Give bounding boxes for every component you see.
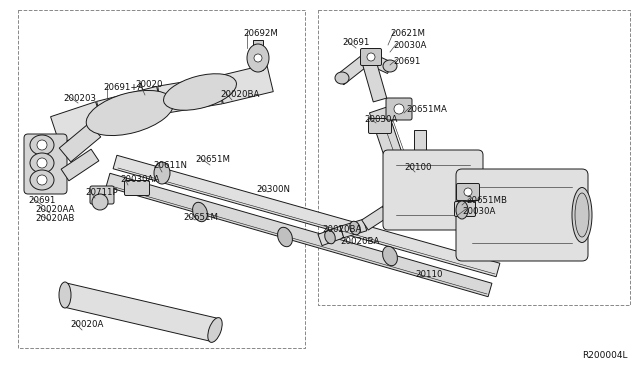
Text: 20030A: 20030A bbox=[462, 207, 495, 216]
Polygon shape bbox=[361, 56, 387, 102]
Text: 20020A: 20020A bbox=[70, 320, 104, 329]
Polygon shape bbox=[365, 52, 392, 73]
Polygon shape bbox=[383, 182, 405, 212]
Ellipse shape bbox=[383, 246, 397, 266]
Text: 20020BA: 20020BA bbox=[220, 90, 259, 99]
Polygon shape bbox=[106, 173, 492, 297]
Text: 20691: 20691 bbox=[393, 57, 420, 66]
Polygon shape bbox=[157, 76, 222, 114]
Polygon shape bbox=[336, 53, 372, 85]
FancyBboxPatch shape bbox=[90, 186, 114, 204]
FancyBboxPatch shape bbox=[125, 180, 150, 196]
Polygon shape bbox=[369, 107, 408, 178]
Ellipse shape bbox=[59, 282, 71, 308]
Ellipse shape bbox=[30, 153, 54, 173]
Text: R200004L: R200004L bbox=[582, 351, 628, 360]
Text: 20621M: 20621M bbox=[390, 29, 425, 38]
Polygon shape bbox=[217, 64, 273, 104]
Polygon shape bbox=[340, 219, 367, 238]
Text: 20030A: 20030A bbox=[364, 115, 397, 124]
Circle shape bbox=[37, 175, 47, 185]
Polygon shape bbox=[113, 155, 500, 277]
Text: 20300N: 20300N bbox=[256, 185, 290, 194]
Text: 20020AB: 20020AB bbox=[35, 214, 74, 223]
Polygon shape bbox=[60, 123, 100, 162]
Text: 200203: 200203 bbox=[63, 94, 96, 103]
FancyBboxPatch shape bbox=[454, 202, 476, 217]
FancyBboxPatch shape bbox=[360, 48, 381, 65]
Ellipse shape bbox=[335, 72, 349, 84]
Ellipse shape bbox=[572, 187, 592, 243]
Polygon shape bbox=[464, 191, 484, 212]
Circle shape bbox=[37, 158, 47, 168]
Polygon shape bbox=[414, 130, 426, 155]
FancyBboxPatch shape bbox=[24, 134, 67, 194]
FancyBboxPatch shape bbox=[383, 150, 483, 230]
Ellipse shape bbox=[30, 170, 54, 190]
Circle shape bbox=[37, 140, 47, 150]
Ellipse shape bbox=[208, 318, 222, 342]
Ellipse shape bbox=[247, 44, 269, 72]
Circle shape bbox=[394, 104, 404, 114]
Polygon shape bbox=[318, 226, 344, 246]
Circle shape bbox=[254, 54, 262, 62]
Text: 20020BA: 20020BA bbox=[322, 225, 362, 234]
Text: 20651MA: 20651MA bbox=[406, 105, 447, 114]
Ellipse shape bbox=[575, 193, 589, 237]
Text: 20651MB: 20651MB bbox=[466, 196, 507, 205]
Polygon shape bbox=[253, 40, 263, 70]
Text: 20651M: 20651M bbox=[195, 155, 230, 164]
Text: 20100: 20100 bbox=[404, 163, 431, 172]
Text: 20020BA: 20020BA bbox=[340, 237, 380, 246]
Polygon shape bbox=[51, 102, 104, 143]
Ellipse shape bbox=[456, 201, 468, 219]
Text: 20020AA: 20020AA bbox=[35, 205, 74, 214]
Polygon shape bbox=[61, 149, 99, 181]
Text: 20020: 20020 bbox=[135, 80, 163, 89]
Text: 20030A: 20030A bbox=[393, 41, 426, 50]
Ellipse shape bbox=[383, 60, 397, 72]
FancyBboxPatch shape bbox=[456, 169, 588, 261]
Polygon shape bbox=[97, 86, 163, 129]
Ellipse shape bbox=[154, 162, 170, 184]
Ellipse shape bbox=[324, 230, 335, 244]
Polygon shape bbox=[62, 283, 218, 342]
Text: 20692M: 20692M bbox=[243, 29, 278, 38]
Text: 20691: 20691 bbox=[342, 38, 369, 47]
Ellipse shape bbox=[164, 74, 236, 110]
Ellipse shape bbox=[193, 202, 207, 222]
Text: 20110: 20110 bbox=[415, 270, 442, 279]
Circle shape bbox=[464, 188, 472, 196]
Polygon shape bbox=[362, 205, 391, 230]
Circle shape bbox=[367, 53, 375, 61]
FancyBboxPatch shape bbox=[369, 119, 392, 134]
FancyBboxPatch shape bbox=[386, 98, 412, 120]
Text: 20611N: 20611N bbox=[153, 161, 187, 170]
Ellipse shape bbox=[86, 90, 174, 135]
Text: 20711P: 20711P bbox=[85, 188, 118, 197]
Text: 20030AA: 20030AA bbox=[120, 175, 159, 184]
Circle shape bbox=[92, 194, 108, 210]
Text: 20691+A: 20691+A bbox=[103, 83, 143, 92]
Ellipse shape bbox=[349, 221, 360, 235]
Ellipse shape bbox=[30, 135, 54, 155]
Ellipse shape bbox=[278, 227, 292, 247]
Text: 20691: 20691 bbox=[28, 196, 56, 205]
FancyBboxPatch shape bbox=[456, 183, 479, 201]
Text: 20651M: 20651M bbox=[183, 213, 218, 222]
